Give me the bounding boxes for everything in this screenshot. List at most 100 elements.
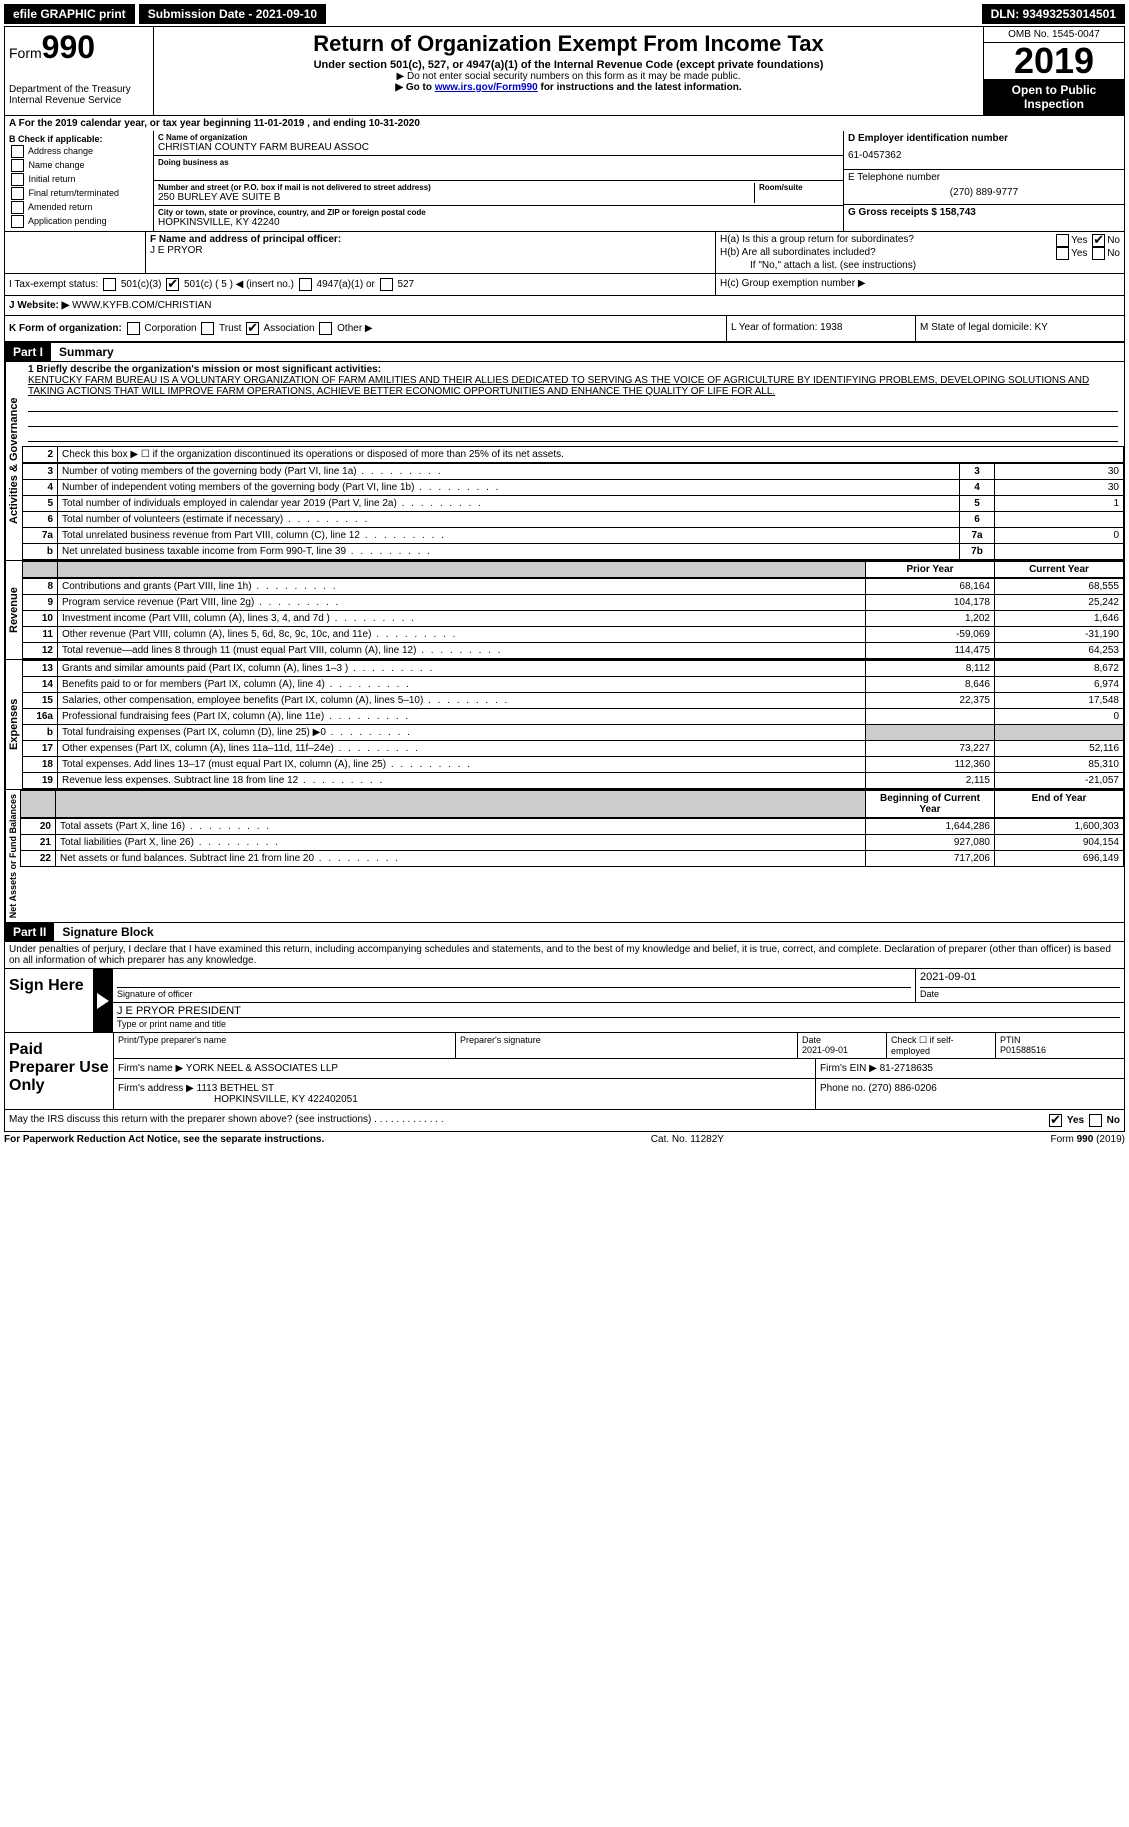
cb-may-yes[interactable] (1049, 1114, 1062, 1127)
form-header: Form990 Department of the Treasury Inter… (4, 26, 1125, 116)
website: WWW.KYFB.COM/CHRISTIAN (72, 300, 211, 311)
org-name-label: C Name of organization (158, 133, 839, 142)
room-label: Room/suite (759, 183, 839, 192)
cb-pending[interactable] (11, 215, 24, 228)
perjury: Under penalties of perjury, I declare th… (4, 942, 1125, 969)
rev-label: Revenue (5, 561, 22, 659)
hb-yes: Yes (1071, 248, 1087, 259)
cb-corp[interactable] (127, 322, 140, 335)
footer-left: For Paperwork Reduction Act Notice, see … (4, 1134, 324, 1145)
cb-address[interactable] (11, 145, 24, 158)
h-note: If "No," attach a list. (see instruction… (720, 260, 1120, 271)
note-ssn: ▶ Do not enter social security numbers o… (158, 71, 979, 82)
dept-treasury: Department of the Treasury (9, 84, 149, 95)
ha-label: H(a) Is this a group return for subordin… (720, 234, 914, 247)
gov-label: Activities & Governance (5, 362, 22, 560)
i-501c: 501(c) ( 5 ) ◀ (insert no.) (184, 279, 294, 290)
ptin-h: PTIN (1000, 1035, 1021, 1045)
part1-title: Summary (51, 343, 122, 361)
table-row: 11Other revenue (Part VIII, column (A), … (23, 627, 1124, 643)
cb-trust[interactable] (201, 322, 214, 335)
footer: For Paperwork Reduction Act Notice, see … (4, 1132, 1125, 1147)
form-number: Form990 (9, 29, 149, 66)
firm-addr: 1113 BETHEL ST (197, 1083, 275, 1094)
ptin: P01588516 (1000, 1045, 1046, 1055)
cb-ha-yes[interactable] (1056, 234, 1069, 247)
prep-date-h: Date (802, 1035, 821, 1045)
irs-link[interactable]: www.irs.gov/Form990 (435, 82, 538, 93)
line2: Check this box ▶ ☐ if the organization d… (58, 447, 1124, 463)
m-state: M State of legal domicile: KY (916, 316, 1124, 341)
opt-name: Name change (29, 160, 85, 170)
officer-name: J E PRYOR PRESIDENT (117, 1005, 1120, 1018)
phone: (270) 886-0206 (868, 1083, 936, 1094)
cb-527[interactable] (380, 278, 393, 291)
table-row: 20Total assets (Part X, line 16)1,644,28… (21, 819, 1124, 835)
org-city: HOPKINSVILLE, KY 42240 (158, 217, 839, 228)
table-row: 13Grants and similar amounts paid (Part … (23, 661, 1124, 677)
cb-amended[interactable] (11, 201, 24, 214)
firm-ein-l: Firm's EIN ▶ (820, 1063, 877, 1074)
cb-assoc[interactable] (246, 322, 259, 335)
cb-name[interactable] (11, 159, 24, 172)
sign-block: Sign Here Signature of officer 2021-09-0… (4, 969, 1125, 1033)
opt-initial: Initial return (29, 174, 76, 184)
mission-q: 1 Briefly describe the organization's mi… (28, 364, 381, 375)
dba-label: Doing business as (158, 158, 839, 167)
net-table: Beginning of Current YearEnd of Year (20, 790, 1124, 818)
table-row: bNet unrelated business taxable income f… (23, 544, 1124, 560)
i-527: 527 (397, 279, 414, 290)
name-label: Type or print name and title (117, 1019, 226, 1029)
paid-block: Paid Preparer Use Only Print/Type prepar… (4, 1033, 1125, 1110)
cb-4947[interactable] (299, 278, 312, 291)
f-name: J E PRYOR (150, 245, 203, 256)
opt-final: Final return/terminated (29, 188, 120, 198)
table-row: 10Investment income (Part VIII, column (… (23, 611, 1124, 627)
f-label: F Name and address of principal officer: (150, 234, 341, 245)
part1-tag: Part I (5, 343, 51, 361)
table-row: 7aTotal unrelated business revenue from … (23, 528, 1124, 544)
prep-sig-h: Preparer's signature (455, 1033, 797, 1058)
klm-row: K Form of organization: Corporation Trus… (4, 316, 1125, 342)
exp-section: Expenses 13Grants and similar amounts pa… (4, 660, 1125, 790)
top-bar: efile GRAPHIC print Submission Date - 20… (4, 4, 1125, 24)
cb-501c[interactable] (166, 278, 179, 291)
goto-pre: ▶ Go to (395, 82, 434, 93)
table-row: 18Total expenses. Add lines 13–17 (must … (23, 757, 1124, 773)
cb-hb-yes[interactable] (1056, 247, 1069, 260)
form-title: Return of Organization Exempt From Incom… (158, 31, 979, 57)
col-b: B Check if applicable: Address change Na… (5, 131, 154, 231)
cb-initial[interactable] (11, 173, 24, 186)
addr-label: Number and street (or P.O. box if mail i… (158, 183, 754, 192)
table-row: 3Number of voting members of the governi… (23, 464, 1124, 480)
cb-hb-no[interactable] (1092, 247, 1105, 260)
table-row: 19Revenue less expenses. Subtract line 1… (23, 773, 1124, 789)
may-no: No (1107, 1115, 1120, 1126)
cb-final[interactable] (11, 187, 24, 200)
table-row: 12Total revenue—add lines 8 through 11 (… (23, 643, 1124, 659)
ha-yes: Yes (1071, 235, 1087, 246)
table-row: bTotal fundraising expenses (Part IX, co… (23, 725, 1124, 741)
cb-other[interactable] (319, 322, 332, 335)
efile-btn[interactable]: efile GRAPHIC print (4, 4, 135, 24)
hc-label: H(c) Group exemption number ▶ (720, 278, 866, 289)
hb-label: H(b) Are all subordinates included? (720, 247, 876, 260)
footer-mid: Cat. No. 11282Y (651, 1134, 724, 1145)
table-row: 15Salaries, other compensation, employee… (23, 693, 1124, 709)
k-other: Other ▶ (337, 323, 372, 334)
footer-right: Form 990 (2019) (1051, 1134, 1125, 1145)
i-label: I Tax-exempt status: (9, 279, 98, 290)
table-row: 4Number of independent voting members of… (23, 480, 1124, 496)
cb-501c3[interactable] (103, 278, 116, 291)
org-addr: 250 BURLEY AVE SUITE B (158, 192, 754, 203)
part2-title: Signature Block (54, 923, 161, 941)
submission-date: Submission Date - 2021-09-10 (139, 4, 326, 24)
k-assoc: Association (263, 323, 314, 334)
self-emp: Check ☐ if self-employed (886, 1033, 995, 1058)
cb-may-no[interactable] (1089, 1114, 1102, 1127)
sig-officer-label: Signature of officer (117, 989, 192, 999)
paid-label: Paid Preparer Use Only (5, 1033, 113, 1109)
sign-here: Sign Here (5, 969, 93, 1032)
opt-amended: Amended return (28, 202, 93, 212)
cb-ha-no[interactable] (1092, 234, 1105, 247)
